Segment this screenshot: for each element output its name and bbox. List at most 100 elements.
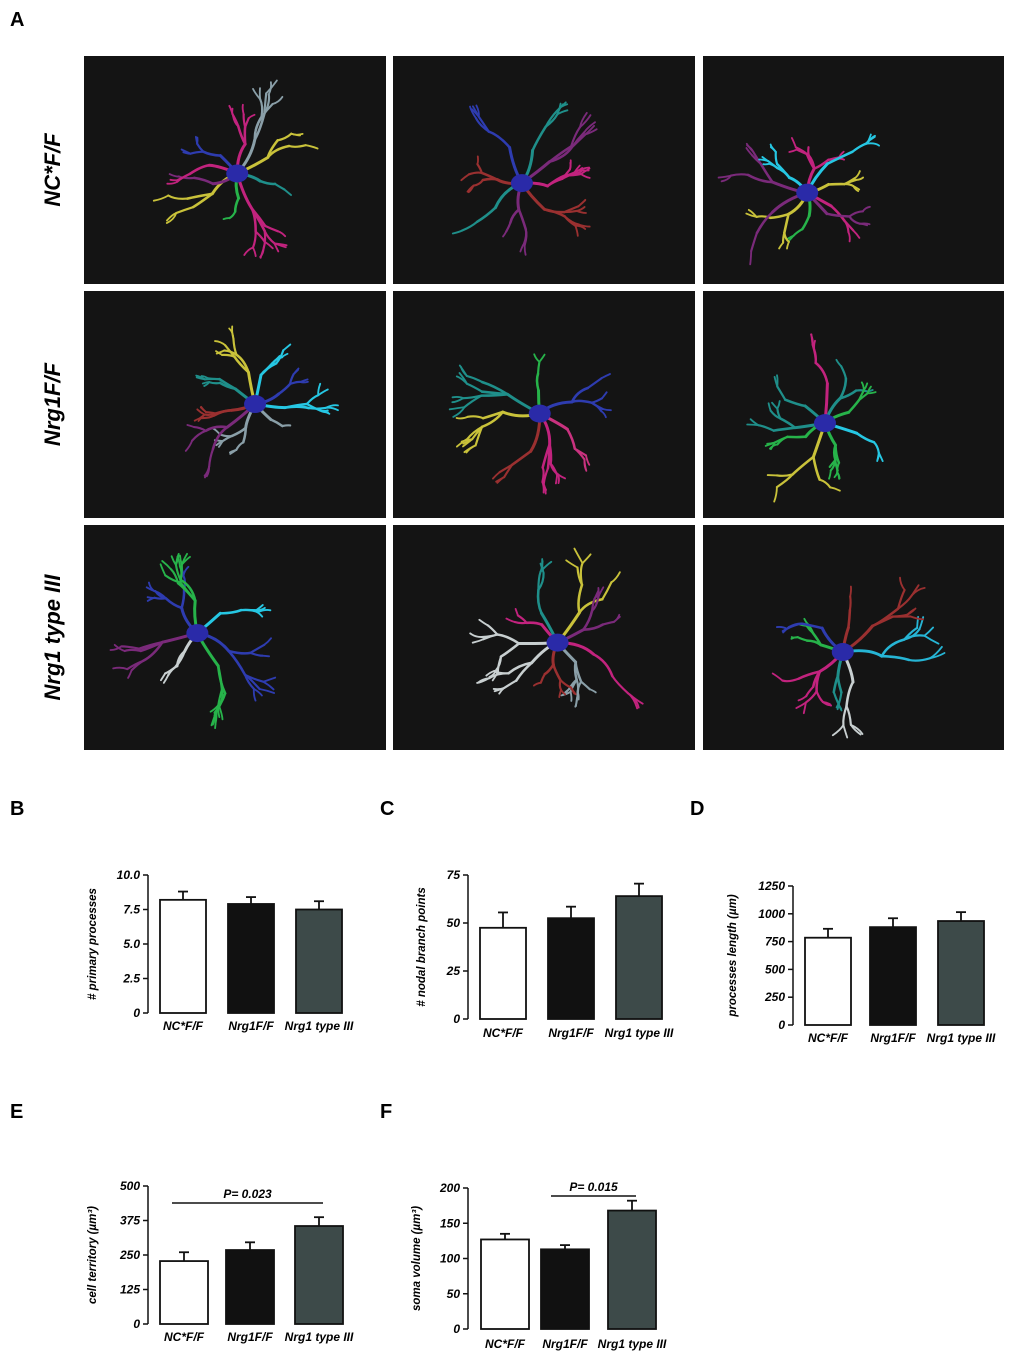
process-segment	[573, 547, 584, 565]
y-tick-label: 1250	[758, 879, 785, 893]
process-segment	[564, 172, 583, 177]
process-segment	[476, 155, 479, 166]
process-segment	[466, 425, 484, 440]
process-segment	[862, 382, 869, 392]
process-segment	[452, 406, 466, 418]
process-segment	[281, 424, 292, 428]
process-segment	[255, 604, 264, 612]
process-segment	[256, 609, 272, 614]
process-segment	[896, 588, 906, 610]
process-segment	[112, 666, 129, 671]
cell-tracing	[771, 576, 946, 739]
process-segment	[746, 144, 755, 154]
process-segment	[467, 171, 483, 176]
process-segment	[507, 661, 533, 675]
process-segment	[556, 101, 567, 112]
process-segment	[590, 596, 600, 613]
process-segment	[573, 447, 586, 461]
process-segment	[797, 695, 808, 702]
process-segment	[601, 408, 612, 412]
process-segment	[193, 417, 203, 422]
process-segment	[549, 462, 559, 477]
tile-background	[703, 56, 1004, 284]
y-tick-label: 375	[120, 1214, 140, 1228]
process-segment	[865, 135, 875, 145]
y-tick-label: 50	[447, 916, 461, 930]
process-segment	[513, 620, 528, 625]
process-segment	[179, 554, 183, 566]
y-tick-label: 125	[120, 1283, 140, 1297]
chart-d: D 0 250 500 750 1000 1250 processes length (µm)…	[690, 798, 996, 1045]
process-segment	[200, 414, 215, 420]
process-segment	[788, 148, 798, 153]
process-segment	[811, 631, 822, 647]
process-segment	[262, 229, 267, 250]
process-segment	[262, 676, 277, 683]
process-segment	[305, 402, 321, 412]
process-segment	[546, 177, 564, 188]
process-segment	[773, 486, 778, 503]
process-segment	[842, 705, 848, 727]
process-segment	[581, 553, 592, 565]
bar	[804, 936, 852, 1026]
process-segment	[235, 441, 245, 451]
process-segment	[541, 466, 545, 484]
process-segment	[517, 208, 528, 231]
process-segment	[601, 391, 608, 400]
process-segment	[570, 399, 593, 404]
process-segment	[849, 585, 852, 598]
process-segment	[570, 133, 587, 149]
process-segment	[772, 426, 797, 432]
process-segment	[174, 650, 186, 668]
process-segment	[514, 607, 519, 617]
process-segment	[480, 633, 499, 639]
y-tick-label: 500	[765, 962, 785, 976]
process-segment	[542, 467, 550, 486]
process-segment	[485, 670, 496, 677]
soma	[244, 395, 267, 414]
process-segment	[611, 675, 630, 695]
process-segment	[592, 652, 614, 678]
chart-f: F 0 50 100 150 200 soma volume (µm³) NC*F/F Nrg1…	[380, 1101, 667, 1351]
process-segment	[843, 219, 850, 234]
process-segment	[590, 397, 604, 404]
cell-tracing	[184, 325, 339, 479]
process-segment	[797, 670, 822, 680]
process-segment	[224, 344, 236, 358]
process-segment	[259, 362, 278, 377]
process-segment	[583, 458, 588, 472]
process-segment	[195, 376, 206, 381]
y-tick-label: 25	[446, 964, 461, 978]
process-segment	[577, 199, 587, 208]
micrograph-tile	[84, 525, 386, 750]
y-axis-label: cell territory (µm³)	[87, 1206, 99, 1304]
process-segment	[166, 180, 179, 185]
process-segment	[577, 583, 584, 614]
process-segment	[109, 645, 123, 651]
process-segment	[203, 465, 211, 477]
process-segment	[159, 563, 167, 577]
process-segment	[191, 192, 214, 209]
bar	[159, 898, 207, 1014]
process-segment	[232, 114, 240, 128]
process-segment	[720, 174, 732, 183]
process-segment	[880, 654, 911, 662]
process-segment	[471, 105, 480, 118]
panel-a-micrographs: NC*F/F Nrg1F/F Nrg1 type III	[40, 56, 1004, 750]
process-segment	[455, 375, 468, 385]
process-segment	[610, 571, 621, 584]
process-segment	[162, 674, 170, 684]
process-segment	[578, 114, 592, 129]
process-segment	[469, 105, 477, 120]
process-segment	[755, 210, 774, 235]
y-tick-label: 0	[778, 1018, 785, 1032]
micrograph-tile	[393, 525, 695, 750]
process-segment	[563, 215, 580, 226]
process-segment	[752, 151, 763, 166]
process-segment	[177, 175, 196, 180]
process-segment	[227, 649, 252, 655]
process-segment	[833, 469, 839, 479]
x-category-label: NC*F/F	[164, 1330, 205, 1344]
process-segment	[216, 664, 227, 695]
process-segment	[761, 156, 769, 162]
